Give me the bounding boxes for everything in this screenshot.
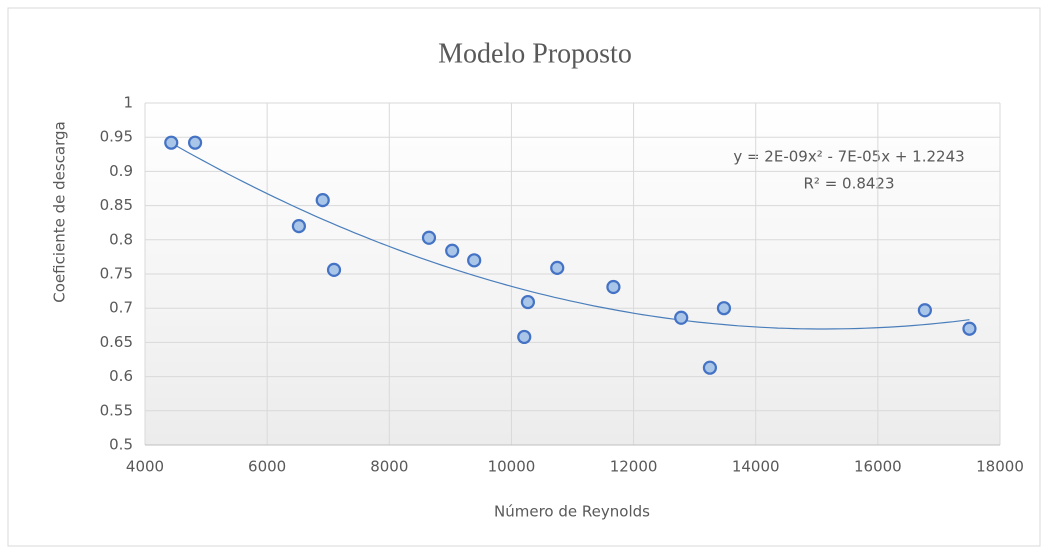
y-tick-label: 0.7 [109, 299, 133, 317]
y-tick-label: 0.75 [100, 265, 133, 283]
x-tick-label: 16000 [854, 458, 902, 476]
point [962, 321, 977, 336]
point [517, 329, 532, 345]
y-tick-label: 0.8 [109, 230, 133, 248]
x-tick-label: 8000 [370, 458, 408, 476]
point [716, 301, 732, 316]
x-tick-label: 10000 [488, 458, 536, 476]
y-tick-label: 1 [123, 94, 133, 112]
point [674, 310, 689, 325]
point [467, 253, 482, 268]
y-tick-label: 0.85 [100, 196, 133, 214]
point [550, 260, 565, 275]
y-tick-label: 0.9 [109, 162, 133, 180]
point [421, 230, 437, 245]
x-tick-label: 12000 [610, 458, 658, 476]
point [917, 303, 932, 318]
x-tick-label: 14000 [732, 458, 780, 476]
chart-title: Modelo Proposto [438, 38, 632, 69]
point [164, 135, 179, 150]
point [326, 262, 342, 277]
point [606, 279, 621, 295]
y-tick-label: 0.5 [109, 436, 133, 454]
trend-equation: y = 2E-09x² - 7E-05x + 1.2243 [733, 148, 964, 166]
y-tick-label: 0.6 [109, 367, 133, 385]
point [315, 193, 330, 208]
y-tick-label: 0.55 [100, 401, 133, 419]
y-tick-label: 0.65 [100, 333, 133, 351]
x-tick-label: 4000 [126, 458, 164, 476]
trend-r2: R² = 0.8423 [803, 175, 894, 193]
x-tick-label: 6000 [248, 458, 286, 476]
y-axis-label: Coeficiente de descarga [51, 121, 69, 303]
y-tick-label: 0.95 [100, 128, 133, 146]
point [291, 219, 306, 234]
point [702, 360, 718, 375]
point [520, 294, 536, 310]
x-tick-label: 18000 [976, 458, 1024, 476]
x-axis-label: Número de Reynolds [494, 503, 650, 521]
point [187, 135, 203, 150]
point [445, 243, 460, 258]
trendline [171, 142, 970, 330]
